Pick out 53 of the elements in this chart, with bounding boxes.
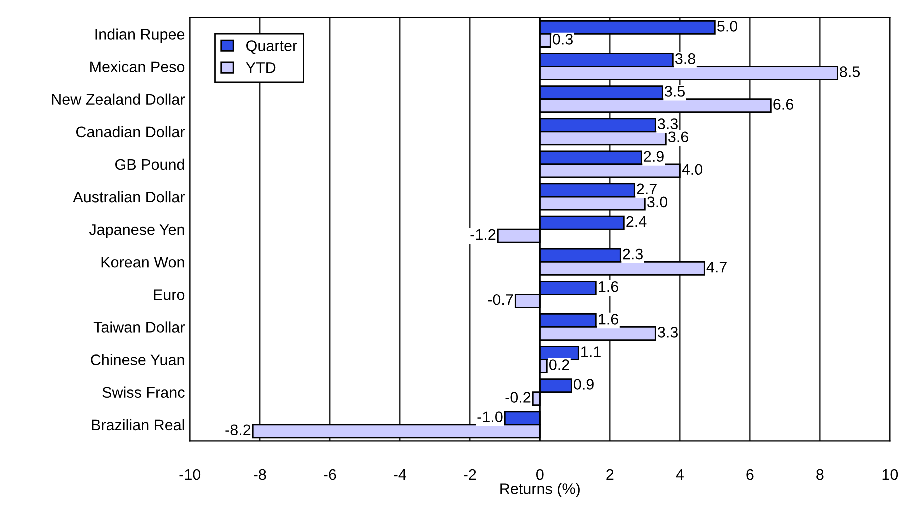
x-tick-label: 10 — [882, 469, 898, 480]
data-label: -0.2 — [506, 392, 531, 403]
x-tick-label: 0 — [536, 469, 544, 480]
data-label: 2.4 — [626, 216, 647, 228]
data-label: 6.6 — [774, 99, 794, 110]
data-label: 1.6 — [599, 281, 618, 292]
y-tick-label: Canadian Dollar — [76, 126, 186, 138]
legend-label: YTD — [246, 62, 276, 74]
data-label: 0.9 — [574, 379, 594, 390]
x-tick-label: 4 — [676, 470, 684, 480]
data-label: 3.3 — [658, 118, 678, 130]
y-tick-label: Korean Won — [102, 257, 184, 268]
x-tick-label: 6 — [746, 469, 754, 480]
y-tick-label: Japanese Yen — [89, 224, 184, 238]
x-tick-label: -10 — [180, 469, 201, 480]
y-tick-label: GB Pound — [116, 158, 184, 170]
data-label: 4.0 — [682, 164, 703, 176]
data-label: 3.3 — [658, 327, 678, 338]
x-tick-label: -8 — [254, 469, 266, 480]
y-tick-label: Chinese Yuan — [91, 354, 184, 366]
x-axis-title: Returns (%) — [500, 483, 580, 498]
data-label: 0.3 — [553, 34, 573, 45]
data-label: 2.7 — [637, 184, 657, 194]
y-tick-label: Euro — [154, 290, 185, 300]
x-tick-label: -6 — [324, 469, 336, 480]
data-label: 3.5 — [664, 86, 686, 97]
legend-label: Quarter — [246, 40, 298, 54]
data-label: 1.1 — [582, 346, 601, 358]
data-label: 3.8 — [675, 54, 696, 64]
y-tick-label: Indian Rupee — [96, 28, 185, 43]
data-label: 5.0 — [718, 21, 738, 32]
x-tick-label: -4 — [394, 470, 406, 480]
y-tick-label: Swiss Franc — [102, 386, 185, 398]
data-label: 8.5 — [840, 66, 860, 78]
y-tick-label: Australian Dollar — [73, 191, 185, 203]
data-label: 2.9 — [644, 151, 664, 162]
data-label: -1.2 — [470, 229, 496, 240]
data-label: 1.6 — [599, 314, 618, 325]
x-tick-label: -2 — [464, 469, 476, 480]
y-tick-label: Brazilian Real — [92, 419, 184, 431]
y-tick-label: Mexican Peso — [90, 61, 185, 72]
data-label: 3.6 — [668, 132, 688, 143]
data-label: 0.2 — [549, 360, 570, 370]
x-tick-label: 8 — [816, 469, 824, 480]
y-tick-label: New Zealand Dollar — [52, 94, 186, 106]
data-label: 3.0 — [647, 196, 668, 208]
data-label: 2.3 — [623, 248, 643, 260]
data-label: -0.7 — [488, 294, 514, 306]
data-label: -8.2 — [226, 424, 251, 436]
data-label: -1.0 — [478, 412, 503, 422]
x-tick-label: 2 — [606, 469, 614, 480]
y-tick-label: Taiwan Dollar — [94, 322, 185, 333]
data-label: 4.7 — [706, 262, 727, 273]
